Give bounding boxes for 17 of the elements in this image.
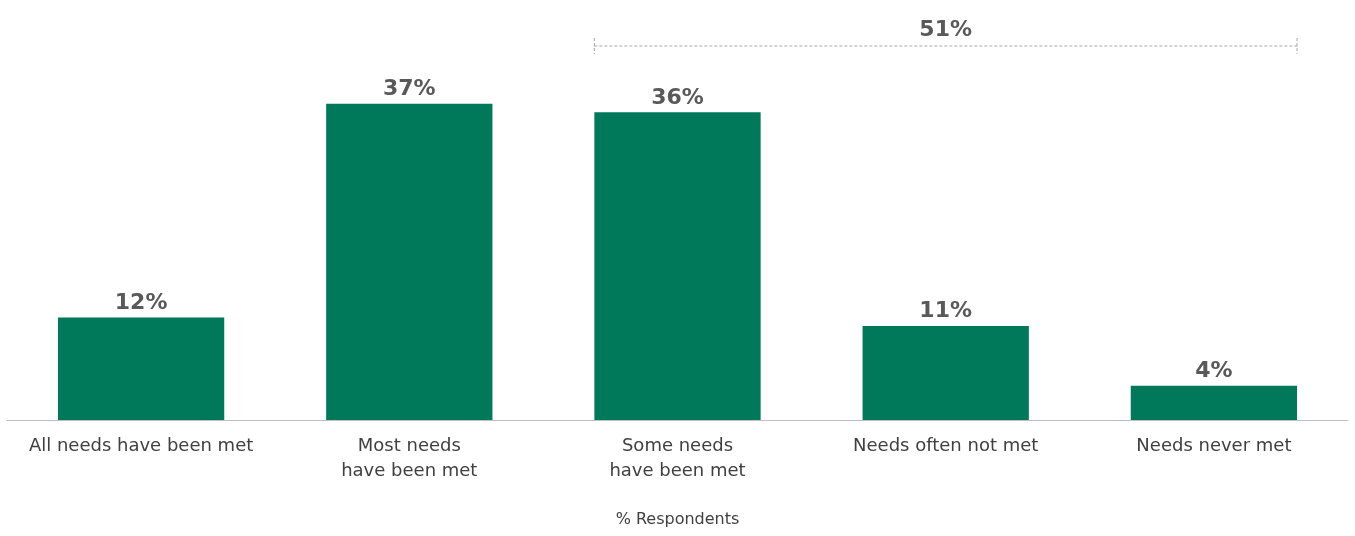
data-label: 11% <box>919 297 973 323</box>
bar <box>1130 385 1298 420</box>
x-tick-label: Needs never met <box>1136 434 1292 455</box>
text: 51% <box>919 16 973 41</box>
data-label: 4% <box>1195 357 1233 383</box>
x-tick-label: Needs often not met <box>853 434 1039 455</box>
bar <box>862 325 1029 420</box>
data-label: 12% <box>114 288 168 314</box>
bar <box>326 103 493 420</box>
x-tick-label: Some needs have been met <box>609 434 746 480</box>
bar <box>594 112 761 420</box>
data-label: 37% <box>382 75 436 101</box>
bar <box>57 317 225 420</box>
x-axis-title: % Respondents <box>615 508 740 528</box>
data-label: 36% <box>651 83 704 109</box>
x-tick-label: Most needs have been met <box>341 434 478 480</box>
x-tick-label: All needs have been met <box>28 434 254 455</box>
